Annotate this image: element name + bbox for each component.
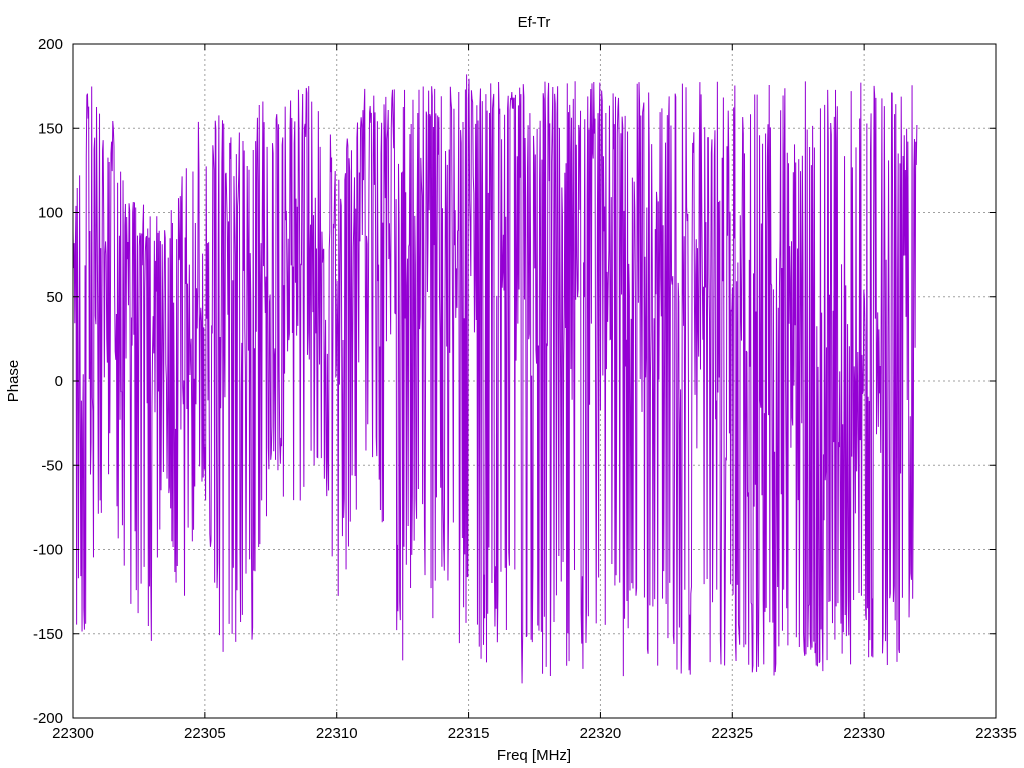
y-tick-label: 50 bbox=[46, 289, 63, 306]
x-tick-label: 22320 bbox=[580, 725, 622, 742]
y-tick-label: -50 bbox=[41, 457, 63, 474]
chart-title: Ef-Tr bbox=[518, 14, 551, 31]
y-axis-title: Phase bbox=[5, 360, 22, 403]
phase-series-line bbox=[72, 74, 918, 684]
y-tick-label: 0 bbox=[55, 373, 63, 390]
x-tick-label: 22335 bbox=[975, 725, 1017, 742]
x-tick-label: 22310 bbox=[316, 725, 358, 742]
y-tick-label: 150 bbox=[38, 120, 63, 137]
x-axis-title: Freq [MHz] bbox=[497, 747, 571, 764]
x-tick-label: 22305 bbox=[184, 725, 226, 742]
y-tick-label: 200 bbox=[38, 36, 63, 53]
tick-layer: 22300 22305 22310 22315 22320 22325 22330 22335… bbox=[33, 36, 1017, 742]
x-tick-label: 22315 bbox=[448, 725, 490, 742]
y-tick-label: -100 bbox=[33, 542, 63, 559]
x-tick-label: 22300 bbox=[52, 725, 94, 742]
x-tick-label: 22330 bbox=[843, 725, 885, 742]
y-tick-label: -200 bbox=[33, 710, 63, 727]
x-tick-label: 22325 bbox=[711, 725, 753, 742]
series-layer bbox=[72, 74, 918, 684]
y-tick-label: 100 bbox=[38, 205, 63, 222]
y-tick-label: -150 bbox=[33, 626, 63, 643]
